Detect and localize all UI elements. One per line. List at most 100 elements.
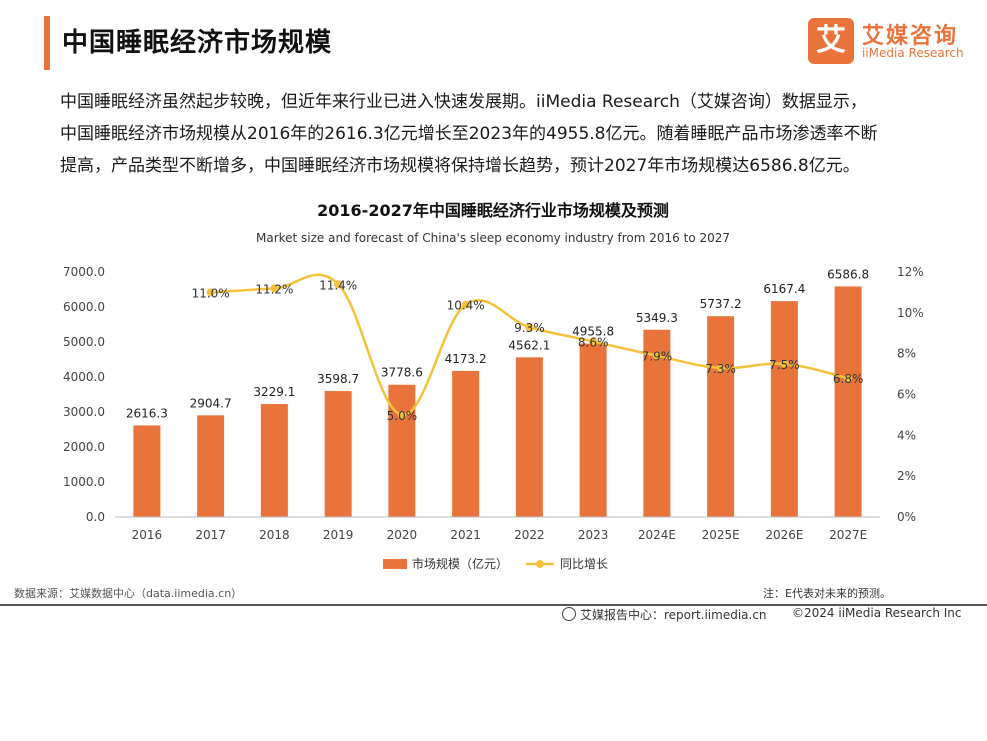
left-y-axis: 0.0 1000.0 2000.0 3000.0 4000.0 5000.0 6000.0 7…	[63, 265, 105, 524]
legend-line-marker	[536, 560, 544, 568]
left-tick-label: 4000.0	[63, 370, 105, 384]
growth-value-label: 11.2%	[255, 282, 293, 296]
growth-point-2019	[334, 280, 343, 289]
growth-value-label: 7.9%	[642, 350, 673, 364]
x-tick-label: 2017	[195, 528, 226, 542]
legend-line-label: 同比增长	[560, 557, 608, 571]
globe-icon	[562, 607, 576, 621]
chart-title: 2016-2027年中国睡眠经济行业市场规模及预测	[317, 201, 669, 220]
bar-2019	[324, 391, 352, 517]
bar-value-label: 5349.3	[636, 311, 678, 325]
footer-divider	[0, 604, 987, 606]
growth-value-labels: 11.0% 11.2% 11.4% 5.0% 10.4% 9.3% 8.6% 7.9% 7.3%…	[192, 278, 864, 423]
bar-value-label: 3598.7	[317, 372, 359, 386]
x-tick-label: 2019	[323, 528, 354, 542]
bar-value-label: 6586.8	[827, 267, 869, 281]
logo-english-text: iiMedia Research	[862, 46, 964, 60]
x-tick-label: 2025E	[702, 528, 740, 542]
right-tick-label: 0%	[897, 510, 916, 524]
growth-point-2025E	[716, 363, 725, 372]
bar-value-label: 4562.1	[508, 338, 550, 352]
intro-line-1: 中国睡眠经济虽然起步较晚，但近年来行业已进入快速发展期。iiMedia Rese…	[60, 92, 867, 112]
report-center: 艾媒报告中心：report.iimedia.cn	[562, 606, 767, 623]
copyright: ©2024 iiMedia Research Inc	[792, 606, 962, 620]
growth-point-2017	[206, 288, 215, 297]
bar-2027E	[834, 286, 862, 517]
growth-value-label: 6.8%	[833, 372, 864, 386]
growth-value-label: 7.5%	[769, 358, 800, 372]
bar-value-label: 4173.2	[445, 352, 487, 366]
right-tick-label: 4%	[897, 428, 916, 442]
growth-value-label: 8.6%	[578, 335, 609, 349]
title-accent-bar	[44, 16, 50, 70]
growth-value-label: 5.0%	[387, 409, 418, 423]
right-tick-label: 2%	[897, 469, 916, 483]
left-tick-label: 0.0	[86, 510, 105, 524]
bar-2024E	[643, 329, 671, 517]
left-tick-label: 2000.0	[63, 440, 105, 454]
bar-2018	[260, 403, 288, 517]
growth-point-2024E	[652, 351, 661, 360]
left-tick-label: 7000.0	[63, 265, 105, 279]
bar-2017	[197, 415, 225, 517]
x-tick-label: 2020	[387, 528, 418, 542]
growth-point-2027E	[844, 374, 853, 383]
bar-2023	[579, 343, 607, 517]
forecast-note: 注：E代表对未来的预测。	[763, 587, 891, 600]
bar-value-label: 5737.2	[700, 297, 742, 311]
intro-line-2: 中国睡眠经济市场规模从2016年的2616.3亿元增长至2023年的4955.8…	[60, 124, 878, 144]
bar-value-label: 3229.1	[253, 385, 295, 399]
bar-value-label: 2616.3	[126, 406, 168, 420]
bar-2016	[133, 425, 161, 517]
left-tick-label: 5000.0	[63, 335, 105, 349]
x-tick-label: 2022	[514, 528, 545, 542]
growth-value-label: 11.4%	[319, 278, 357, 292]
bar-2020	[388, 384, 416, 517]
x-tick-label: 2026E	[765, 528, 803, 542]
left-tick-label: 1000.0	[63, 475, 105, 489]
bar-2025E	[707, 316, 735, 517]
x-tick-label: 2024E	[638, 528, 676, 542]
growth-point-2018	[270, 284, 279, 293]
intro-line-3: 提高，产品类型不断增多，中国睡眠经济市场规模将保持增长趋势，预计2027年市场规…	[60, 156, 860, 176]
growth-value-label: 9.3%	[514, 321, 545, 335]
bar-2026E	[770, 301, 798, 517]
bar-value-label: 6167.4	[763, 282, 805, 296]
right-tick-label: 12%	[897, 265, 924, 279]
x-tick-label: 2027E	[829, 528, 867, 542]
chart-container: 2016-2027年中国睡眠经济行业市场规模及预测 Market size an…	[0, 190, 987, 590]
report-center-text: 艾媒报告中心：report.iimedia.cn	[580, 608, 767, 622]
x-tick-label: 2018	[259, 528, 290, 542]
chart-subtitle: Market size and forecast of China's slee…	[256, 231, 730, 245]
x-tick-label: 2023	[578, 528, 609, 542]
logo-chinese-text: 艾媒咨询	[862, 24, 959, 49]
right-tick-label: 8%	[897, 347, 916, 361]
right-tick-label: 6%	[897, 388, 916, 402]
legend-bar-label: 市场规模（亿元）	[412, 556, 508, 571]
growth-point-2020	[397, 410, 406, 419]
growth-point-2022	[525, 323, 534, 332]
growth-line	[210, 273, 849, 417]
bar-value-labels: 2616.3 2904.7 3229.1 3598.7 3778.6 4173.2 4562…	[126, 267, 869, 420]
right-y-axis: 0% 2% 4% 6% 8% 10% 12%	[897, 265, 924, 524]
bar-value-label: 2904.7	[190, 396, 232, 410]
iimedia-logo: 艾 艾媒咨询 iiMedia Research	[808, 18, 968, 66]
growth-point-2026E	[780, 359, 789, 368]
growth-point-2021	[461, 300, 470, 309]
bar-value-label: 3778.6	[381, 366, 423, 380]
right-tick-label: 10%	[897, 306, 924, 320]
growth-line-series	[206, 273, 853, 419]
left-tick-label: 6000.0	[63, 300, 105, 314]
logo-mark-icon: 艾	[808, 18, 854, 64]
bar-2021	[452, 370, 480, 517]
left-tick-label: 3000.0	[63, 405, 105, 419]
page-title: 中国睡眠经济市场规模	[62, 28, 333, 58]
growth-value-label: 10.4%	[447, 299, 485, 313]
chart-legend: 市场规模（亿元） 同比增长	[383, 556, 608, 571]
bar-2022	[515, 357, 543, 517]
x-tick-label: 2016	[132, 528, 163, 542]
x-axis: 2016 2017 2018 2019 2020 2021 2022 2023 2024E 202…	[115, 516, 880, 542]
growth-value-label: 11.0%	[192, 286, 230, 300]
growth-point-2023	[589, 337, 598, 346]
market-size-chart: 2016-2027年中国睡眠经济行业市场规模及预测 Market size an…	[63, 201, 924, 571]
